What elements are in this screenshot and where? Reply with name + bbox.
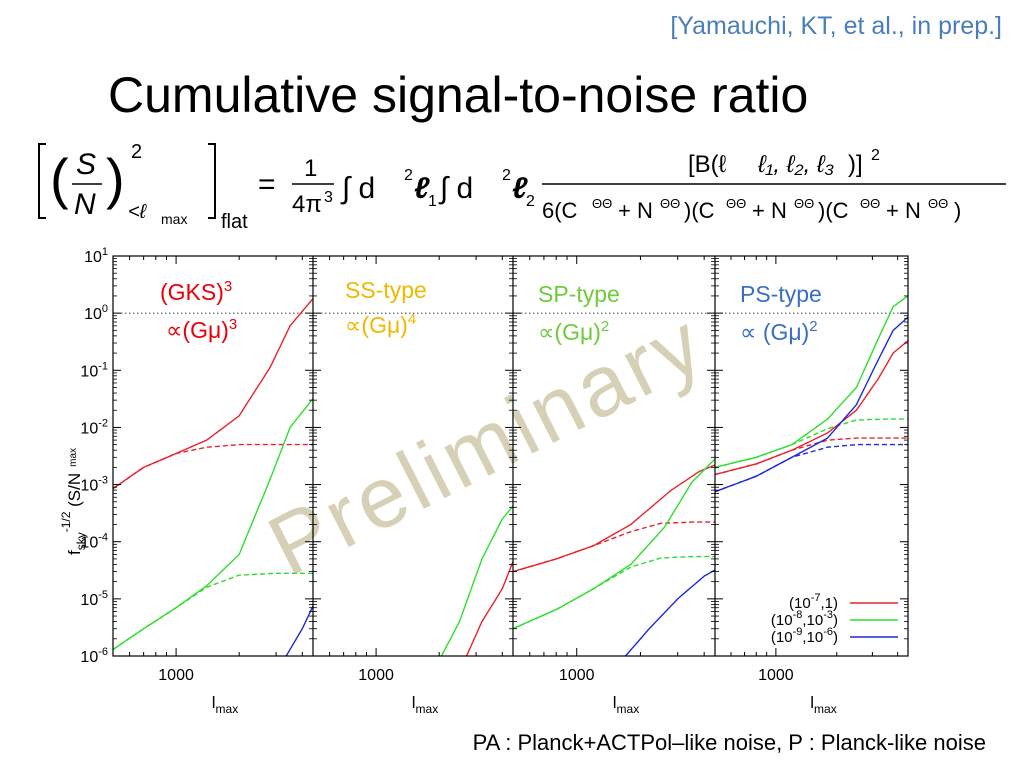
- x-tick-label: 1000: [758, 667, 794, 684]
- formula-den-mid1: )(C: [684, 198, 715, 223]
- x-tick-label: 1000: [158, 667, 194, 684]
- formula-power: 2: [131, 141, 142, 163]
- panel-ps-series: [715, 295, 908, 493]
- panel-label-0-line1: (GKS)3: [160, 278, 232, 305]
- formula-bracket-left: [38, 143, 46, 219]
- formula-numerator: [B(ℓ: [688, 151, 727, 178]
- x-axis-label: lmax: [212, 693, 238, 716]
- formula-den-theta5: ΘΘ: [860, 196, 880, 211]
- panel-sp-series: [513, 458, 715, 656]
- formula-coef-den: 4π: [292, 191, 322, 218]
- formula-ell2: ℓ: [512, 172, 528, 205]
- formula-sub2: max: [161, 211, 187, 227]
- formula-paren-left: (: [50, 147, 69, 210]
- frame-layer: [112, 255, 909, 657]
- y-tick-label: 100: [84, 303, 108, 323]
- formula-numerator-tail: )]: [848, 151, 863, 178]
- series-green-dashed: [513, 555, 715, 630]
- panel-label-1-line2: ∝(Gμ)4: [345, 311, 416, 338]
- snr-formula: ( S N ) 2 <ℓ max flat = 1 4π 3 ∫ d 2 ℓ 1…: [38, 141, 1006, 233]
- y-tick-label: 10-5: [80, 589, 108, 609]
- formula-integral1: ∫ d: [340, 172, 375, 205]
- citation: [Yamauchi, KT, et al., in prep.]: [670, 12, 1002, 40]
- formula-N: N: [74, 188, 96, 221]
- series-layer: [113, 295, 908, 656]
- formula-den-theta6: ΘΘ: [928, 196, 948, 211]
- formula-integral2: ∫ d: [438, 172, 473, 205]
- series-green-solid: [440, 505, 513, 656]
- snr-chart: Preliminary 10110010-110-210-310-410-510…: [59, 246, 909, 716]
- x-tick-label: 1000: [358, 667, 394, 684]
- x-axis-label: lmax: [412, 693, 438, 716]
- series-red-dashed: [513, 521, 715, 573]
- panel-label-2-line2: ∝(Gμ)2: [538, 318, 609, 345]
- formula-den-theta4: ΘΘ: [794, 196, 814, 211]
- panel-label-3-line1: PS-type: [740, 281, 822, 307]
- formula-coef-num: 1: [304, 155, 317, 182]
- formula-den-plus3: + N: [886, 198, 921, 223]
- formula-ell1: ℓ: [414, 172, 430, 205]
- y-tick-label: 10-2: [80, 417, 108, 437]
- formula-integral2-sup: 2: [502, 167, 511, 184]
- formula-S: S: [76, 148, 96, 181]
- formula-den-plus2: + N: [752, 198, 787, 223]
- y-axis-label: fsky-1/2 (S/Nmax: [59, 448, 88, 555]
- formula-den-theta2: ΘΘ: [660, 196, 680, 211]
- series-red-solid: [465, 561, 513, 656]
- y-tick-label: 10-6: [80, 646, 108, 666]
- series-green-dashed: [715, 418, 908, 469]
- slide-title: Cumulative signal-to-noise ratio: [108, 67, 809, 123]
- formula-numerator-sup: 2: [871, 147, 880, 164]
- panel-gks-series: [113, 298, 313, 656]
- series-red-dashed: [113, 443, 313, 490]
- x-axis-label: lmax: [810, 693, 836, 716]
- y-tick-label: 101: [84, 246, 108, 266]
- series-blue-dashed: [715, 443, 908, 493]
- series-red-solid: [715, 340, 908, 476]
- formula-flat: flat: [221, 211, 248, 233]
- legend-label-red: (10-7,1): [789, 592, 838, 612]
- formula-bracket-right: [208, 143, 216, 219]
- panel-label-2-line1: SP-type: [538, 281, 620, 307]
- formula-den-plus1: + N: [618, 198, 653, 223]
- series-blue-solid: [285, 605, 313, 656]
- series-red-solid: [513, 464, 715, 573]
- formula-coef-den-sup: 3: [324, 189, 333, 206]
- formula-ell2-sub: 2: [526, 193, 535, 210]
- legend-label-blue: (10-9,10-6): [771, 626, 838, 646]
- series-green-dashed: [113, 572, 313, 651]
- formula-den-theta3: ΘΘ: [726, 196, 746, 211]
- formula-den-close: ): [954, 198, 961, 223]
- series-blue-solid: [624, 569, 715, 656]
- panel-label-3-line2: ∝ (Gμ)2: [740, 318, 818, 345]
- y-tick-label: 10-4: [80, 532, 108, 552]
- y-tick-label: 10-1: [80, 360, 108, 380]
- panel-label-0-line2: ∝(Gμ)3: [166, 316, 237, 343]
- series-red-dashed: [715, 437, 908, 476]
- formula-equals: =: [258, 168, 276, 201]
- x-axis-label: lmax: [613, 693, 639, 716]
- formula-den-mid2: )(C: [818, 198, 849, 223]
- legend-label-green: (10-8,10-3): [771, 609, 838, 629]
- formula-integral1-sup: 2: [404, 167, 413, 184]
- formula-ell1-sub: 1: [428, 193, 437, 210]
- formula-paren-right: ): [106, 147, 125, 210]
- panel-label-1-line1: SS-type: [345, 277, 427, 303]
- formula-den-lead: 6(C: [542, 198, 578, 223]
- panel-ss-series: [440, 505, 513, 656]
- formula-sub: <ℓ: [128, 201, 148, 223]
- formula-num-args: ℓ₁, ℓ₂, ℓ₃: [757, 151, 834, 178]
- y-tick-label: 10-3: [80, 475, 108, 495]
- formula-den-theta1: ΘΘ: [592, 196, 612, 211]
- x-tick-label: 1000: [559, 667, 595, 684]
- text-layer: 101 100 10-1 10-2 10-3 10-4 10-5 10-6 1000 lmax 10…: [59, 246, 898, 716]
- footer-note: PA : Planck+ACTPol–like noise, P : Planc…: [472, 730, 986, 755]
- series-green-solid: [513, 458, 715, 630]
